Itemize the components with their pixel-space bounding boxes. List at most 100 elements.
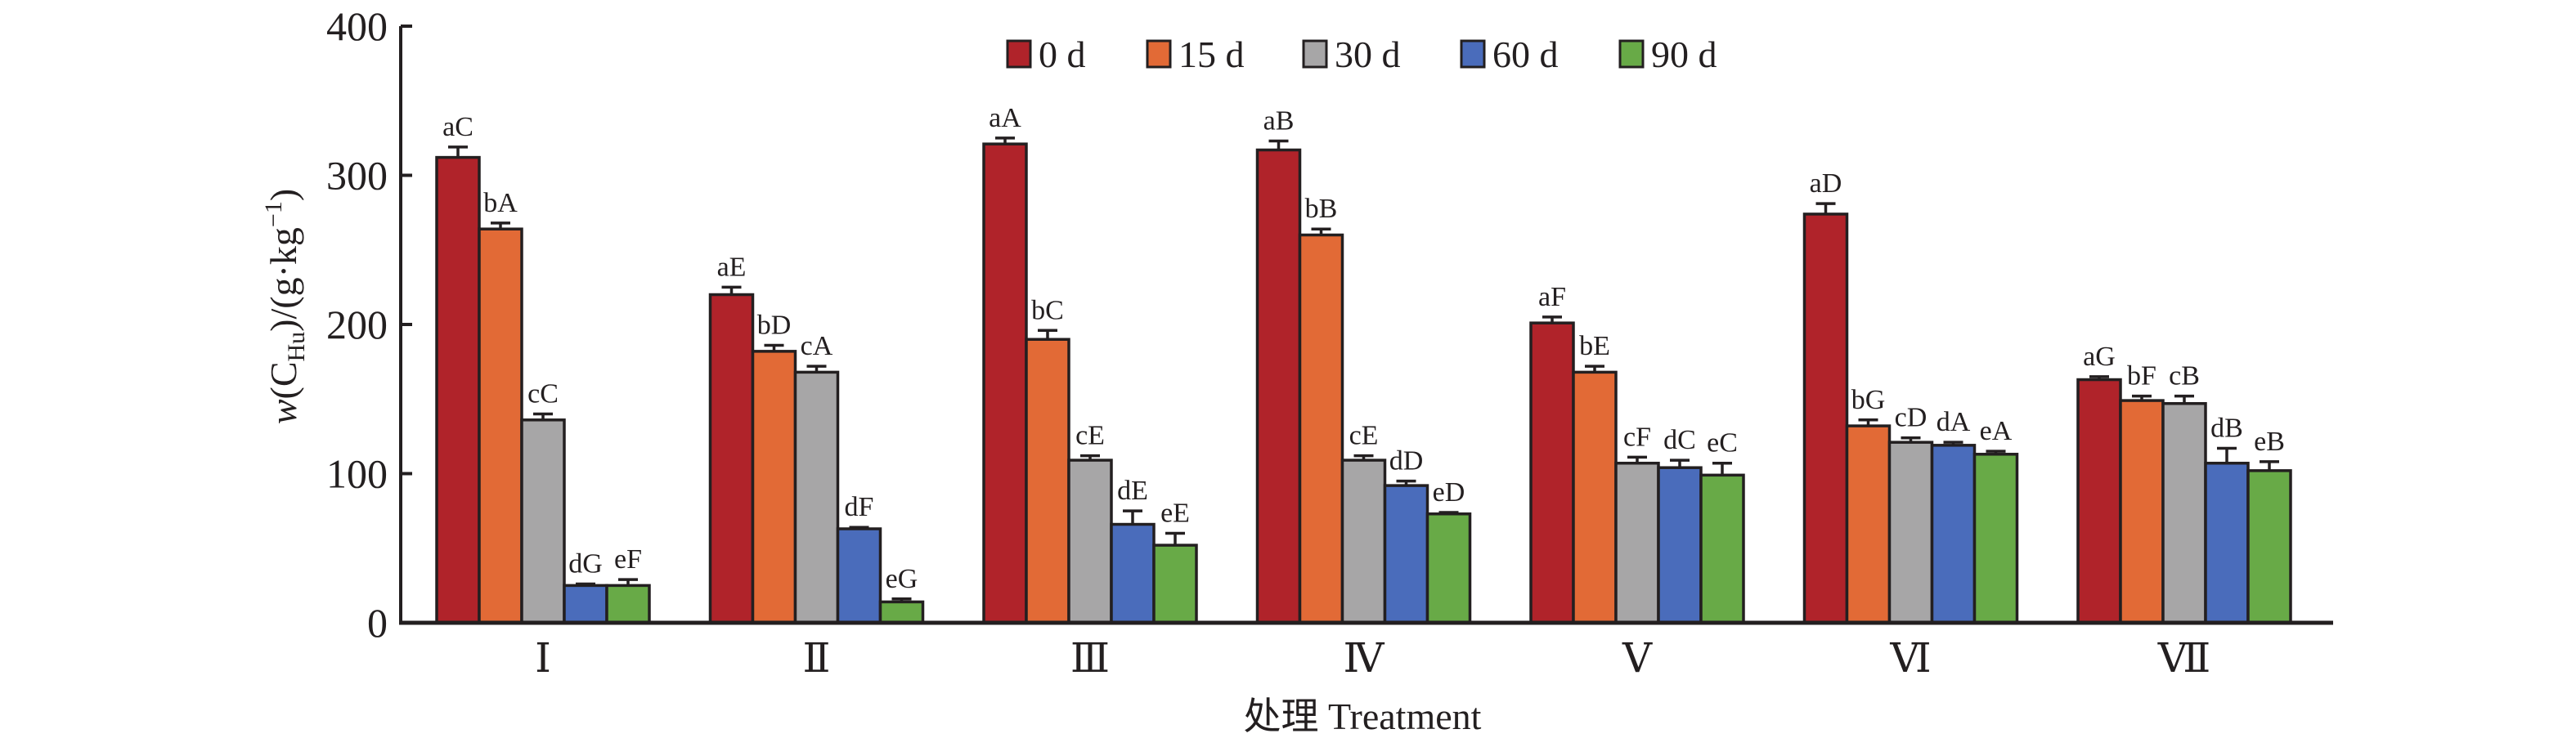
legend-item: 15 d [1146, 34, 1245, 75]
significance-label: bE [1579, 331, 1610, 361]
x-tick-label: Ⅳ [1344, 635, 1385, 681]
y-title-prefix: w [263, 399, 304, 424]
bar [1298, 233, 1344, 624]
legend-label: 60 d [1492, 34, 1559, 75]
bar [1930, 444, 1977, 624]
bar [1152, 543, 1198, 624]
y-tick-label: 400 [326, 3, 388, 49]
x-tick-label: Ⅴ [1622, 635, 1653, 681]
bar [605, 584, 651, 624]
significance-label: aC [442, 112, 473, 142]
bar [2204, 461, 2250, 624]
significance-label: aE [717, 252, 747, 282]
y-tick-label: 300 [326, 153, 388, 199]
significance-label: cE [1349, 421, 1379, 451]
significance-label: dC [1663, 425, 1696, 455]
legend-item: 90 d [1618, 34, 1717, 75]
y-title-subscript: Hu [283, 332, 310, 362]
bar [1887, 441, 1934, 624]
significance-label: bC [1031, 295, 1064, 325]
legend-item: 30 d [1302, 34, 1401, 75]
x-tick-label: Ⅵ [1889, 635, 1931, 681]
bar [1572, 370, 1618, 624]
bar [1972, 453, 2019, 624]
legend-item: 0 d [1006, 34, 1086, 75]
bar [836, 527, 882, 624]
significance-label: bD [757, 311, 792, 341]
significance-label: cB [2169, 361, 2200, 391]
bar [1255, 148, 1302, 624]
bar [793, 370, 840, 624]
bar [1529, 321, 1575, 624]
significance-label: dB [2210, 413, 2243, 443]
legend-swatch [1618, 39, 1645, 69]
significance-label: cE [1075, 421, 1105, 451]
legend-label: 15 d [1178, 34, 1245, 75]
y-title-open: (C [263, 361, 304, 399]
significance-label: bF [2127, 361, 2156, 391]
bar [1110, 522, 1156, 624]
significance-label: bA [483, 188, 518, 218]
y-tick-label: 200 [326, 302, 388, 347]
y-axis-title: w(CHu)/(g·kg−1) [260, 189, 310, 424]
bar-group: aG bF cB dB eB [2076, 342, 2292, 624]
x-axis-title: 处理 Treatment [1244, 696, 1482, 737]
bar [2161, 401, 2207, 624]
legend-swatch [1460, 39, 1486, 69]
bar [1657, 466, 1703, 624]
bar [2246, 469, 2292, 624]
bar-group: aB bB cE dD eD [1255, 106, 1472, 624]
significance-label: dF [845, 492, 874, 522]
significance-label: eF [614, 544, 642, 575]
significance-label: dD [1389, 446, 1424, 476]
legend-label: 30 d [1335, 34, 1401, 75]
significance-label: cD [1895, 403, 1928, 433]
significance-label: dE [1117, 476, 1148, 506]
significance-label: eC [1707, 428, 1738, 458]
significance-label: aD [1810, 168, 1842, 199]
significance-label: bB [1305, 194, 1338, 224]
significance-label: eG [886, 564, 918, 594]
significance-label: bG [1851, 385, 1886, 415]
bar-group: aC bA cC dG eF [435, 112, 651, 624]
legend-item: 60 d [1460, 34, 1559, 75]
bar [708, 293, 755, 624]
significance-label: cC [527, 379, 559, 409]
significance-label: dG [568, 549, 603, 579]
bar [520, 418, 566, 624]
bar [1614, 461, 1660, 624]
y-tick-label: 0 [367, 600, 388, 646]
bar [1025, 338, 1070, 624]
y-title-superscript: −1 [260, 201, 287, 227]
significance-label: eE [1160, 499, 1190, 529]
bar [435, 155, 481, 624]
y-tick-label: 100 [326, 451, 388, 497]
x-tick-label: Ⅱ [803, 635, 831, 681]
bar [1699, 473, 1745, 624]
y-title-suffix: ) [263, 189, 304, 201]
x-tick-label: Ⅲ [1070, 635, 1110, 681]
x-axis: Ⅰ Ⅱ Ⅲ Ⅳ Ⅴ Ⅵ Ⅶ [399, 620, 2333, 681]
bar [878, 600, 925, 624]
y-title-middle: )/(g·kg [263, 227, 304, 332]
significance-label: aF [1538, 282, 1566, 312]
bar [1845, 424, 1892, 624]
legend-swatch [1146, 39, 1172, 69]
significance-label: aA [989, 103, 1021, 133]
significance-label: aB [1263, 106, 1295, 136]
significance-label: aG [2083, 342, 2116, 372]
bar [478, 227, 523, 624]
bar [982, 142, 1028, 624]
x-tick-label: Ⅶ [2157, 635, 2211, 681]
bars: aC bA cC dG eF aE bD cA dF eG aA bC cE dE eE aB bB cE dD eD… [435, 103, 2292, 624]
legend: 0 d 15 d 30 d 60 d 90 d [1006, 34, 1717, 75]
significance-label: eD [1433, 477, 1465, 508]
bar [751, 350, 797, 624]
legend-label: 0 d [1039, 34, 1086, 75]
bar [1425, 512, 1472, 624]
bar [2119, 399, 2165, 624]
significance-label: cF [1623, 422, 1651, 452]
bar-group: aF bE cF dC eC [1529, 282, 1745, 624]
bar-group: aD bG cD dA eA [1802, 168, 2019, 624]
